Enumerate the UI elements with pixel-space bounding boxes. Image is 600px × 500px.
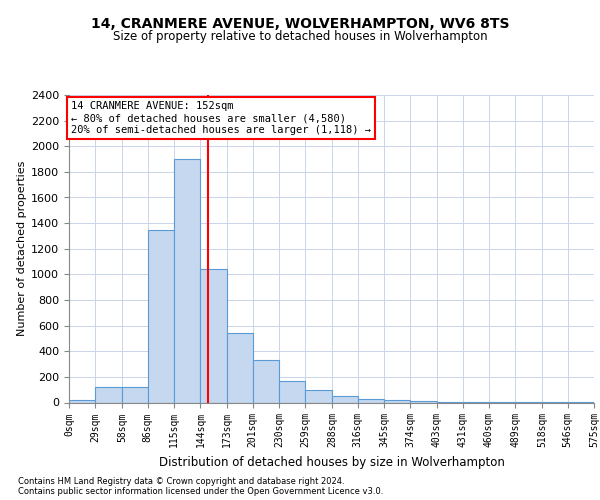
- Text: 14, CRANMERE AVENUE, WOLVERHAMPTON, WV6 8TS: 14, CRANMERE AVENUE, WOLVERHAMPTON, WV6 …: [91, 18, 509, 32]
- Text: Contains public sector information licensed under the Open Government Licence v3: Contains public sector information licen…: [18, 488, 383, 496]
- Y-axis label: Number of detached properties: Number of detached properties: [17, 161, 27, 336]
- X-axis label: Distribution of detached houses by size in Wolverhampton: Distribution of detached houses by size …: [158, 456, 505, 469]
- Bar: [148, 230, 174, 402]
- Text: Contains HM Land Registry data © Crown copyright and database right 2024.: Contains HM Land Registry data © Crown c…: [18, 478, 344, 486]
- Bar: [200, 269, 227, 402]
- Bar: [174, 159, 200, 402]
- Text: Size of property relative to detached houses in Wolverhampton: Size of property relative to detached ho…: [113, 30, 487, 43]
- Bar: [69, 400, 95, 402]
- Bar: [279, 380, 305, 402]
- Bar: [332, 396, 358, 402]
- Bar: [305, 390, 332, 402]
- Text: 14 CRANMERE AVENUE: 152sqm
← 80% of detached houses are smaller (4,580)
20% of s: 14 CRANMERE AVENUE: 152sqm ← 80% of deta…: [71, 102, 371, 134]
- Bar: [227, 334, 253, 402]
- Bar: [358, 398, 384, 402]
- Bar: [384, 400, 410, 402]
- Bar: [253, 360, 279, 403]
- Bar: [122, 387, 148, 402]
- Bar: [410, 401, 437, 402]
- Bar: [95, 387, 122, 402]
